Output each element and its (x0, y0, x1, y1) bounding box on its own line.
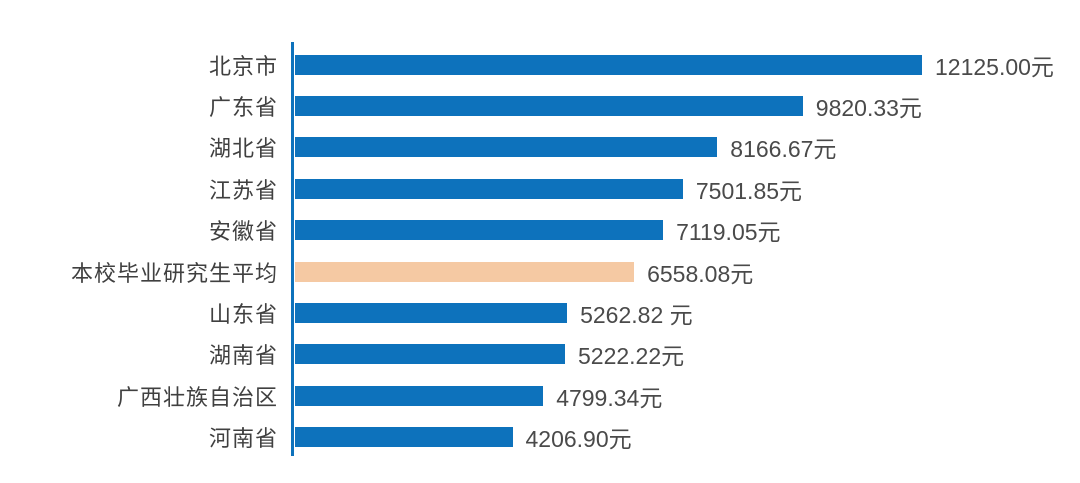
category-label: 北京市 (208, 53, 278, 79)
category-label: 湖南省 (208, 343, 278, 369)
value-label: 5262.82 元 (580, 302, 693, 329)
value-label: 8166.67元 (730, 136, 837, 163)
bar-row: 湖北省 8166.67元 (0, 127, 1080, 168)
value-label: 5222.22元 (578, 343, 685, 370)
bar-row: 湖南省 5222.22元 (0, 334, 1080, 375)
value-label: 7119.05元 (676, 219, 781, 246)
category-label: 本校毕业研究生平均 (70, 260, 278, 286)
value-label: 4206.90元 (525, 426, 632, 453)
data-bar (295, 178, 683, 199)
y-axis-line (291, 42, 294, 456)
category-label: 湖北省 (208, 136, 278, 162)
data-bar (295, 96, 803, 117)
data-bar (295, 385, 544, 406)
bar-row: 安徽省 7119.05元 (0, 210, 1080, 251)
value-label: 6558.08元 (647, 260, 754, 287)
bar-row: 广东省 9820.33元 (0, 85, 1080, 126)
bar-row: 本校毕业研究生平均 6558.08元 (0, 251, 1080, 292)
value-label: 4799.34元 (556, 384, 663, 411)
category-label: 安徽省 (208, 219, 278, 245)
category-label: 广东省 (208, 95, 278, 121)
highlight-bar (295, 261, 635, 282)
category-label: 江苏省 (208, 177, 278, 203)
data-bar (295, 427, 513, 448)
data-bar (295, 54, 922, 75)
data-bar (295, 303, 568, 324)
category-label: 河南省 (208, 426, 278, 452)
data-bar (295, 220, 664, 241)
chart-rows: 北京市 12125.00元广东省 9820.33元湖北省 8166.67元江苏省 750… (0, 44, 1080, 458)
bar-row: 山东省 5262.82 元 (0, 292, 1080, 333)
value-label: 12125.00元 (935, 53, 1054, 80)
bar-row: 广西壮族自治区 4799.34元 (0, 375, 1080, 416)
data-bar (295, 137, 718, 158)
category-label: 广西壮族自治区 (116, 384, 278, 410)
value-label: 9820.33元 (815, 95, 922, 122)
value-label: 7501.85元 (695, 177, 803, 204)
data-bar (295, 344, 565, 365)
bar-row: 河南省 4206.90元 (0, 417, 1080, 458)
category-label: 山东省 (208, 302, 278, 328)
bar-row: 江苏省 7501.85元 (0, 168, 1080, 209)
bar-row: 北京市 12125.00元 (0, 44, 1080, 85)
